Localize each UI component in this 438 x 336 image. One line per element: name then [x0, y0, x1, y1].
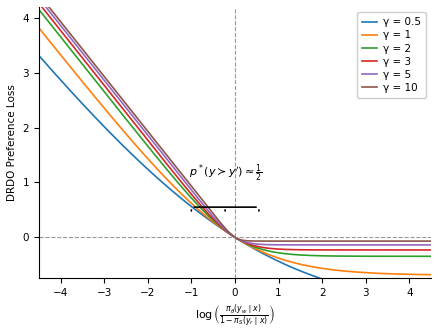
γ = 3: [417, 248, 422, 252]
γ = 10: [417, 239, 423, 243]
γ = 3: [227, 232, 232, 236]
γ = 2: [428, 254, 434, 258]
γ = 5: [417, 243, 422, 247]
γ = 10: [428, 239, 434, 243]
γ = 3: [345, 248, 350, 252]
γ = 5: [56, 21, 61, 25]
Text: $p^*(y \succ y') \approx \frac{1}{2}$: $p^*(y \succ y') \approx \frac{1}{2}$: [189, 163, 263, 184]
Legend: γ = 0.5, γ = 1, γ = 2, γ = 3, γ = 5, γ = 10: γ = 0.5, γ = 1, γ = 2, γ = 3, γ = 5, γ =…: [357, 12, 426, 98]
γ = 10: [227, 231, 232, 235]
γ = 10: [417, 239, 422, 243]
γ = 2: [227, 232, 232, 236]
γ = 0.5: [56, 76, 61, 80]
γ = 5: [345, 243, 350, 247]
Line: γ = 1: γ = 1: [39, 28, 431, 275]
γ = 10: [345, 239, 350, 243]
γ = 1: [417, 272, 422, 277]
Line: γ = 5: γ = 5: [39, 0, 431, 245]
γ = 3: [216, 223, 222, 227]
γ = 0.5: [36, 53, 42, 57]
γ = 10: [216, 219, 222, 223]
γ = 2: [417, 254, 422, 258]
γ = 10: [56, 17, 61, 22]
Line: γ = 10: γ = 10: [39, 0, 431, 241]
X-axis label: $\log \left( \frac{\pi_\theta(y_w \mid x)}{1 - \pi_S(y_r \mid x)} \right)$: $\log \left( \frac{\pi_\theta(y_w \mid x…: [195, 304, 275, 329]
Y-axis label: DRDO Preference Loss: DRDO Preference Loss: [7, 84, 17, 201]
γ = 1: [56, 51, 61, 55]
γ = 3: [417, 248, 422, 252]
γ = 1: [428, 273, 434, 277]
γ = 0.5: [417, 299, 422, 303]
γ = 3: [56, 26, 61, 30]
γ = 10: [392, 239, 398, 243]
γ = 1: [227, 232, 232, 236]
γ = 3: [428, 248, 434, 252]
Line: γ = 2: γ = 2: [39, 9, 431, 256]
γ = 2: [417, 254, 422, 258]
γ = 5: [428, 243, 434, 247]
γ = 0.5: [345, 285, 350, 289]
Line: γ = 3: γ = 3: [39, 3, 431, 250]
γ = 2: [36, 7, 42, 11]
γ = 2: [216, 223, 222, 227]
γ = 3: [36, 1, 42, 5]
γ = 0.5: [216, 225, 222, 229]
γ = 1: [345, 269, 350, 274]
γ = 0.5: [227, 232, 232, 236]
γ = 0.5: [428, 300, 434, 304]
γ = 5: [216, 221, 222, 225]
Line: γ = 0.5: γ = 0.5: [39, 55, 431, 302]
γ = 2: [345, 254, 350, 258]
γ = 1: [36, 26, 42, 30]
γ = 5: [417, 243, 422, 247]
γ = 1: [417, 272, 422, 277]
γ = 2: [56, 33, 61, 37]
γ = 5: [227, 232, 232, 236]
γ = 0.5: [417, 299, 422, 303]
γ = 1: [216, 224, 222, 228]
